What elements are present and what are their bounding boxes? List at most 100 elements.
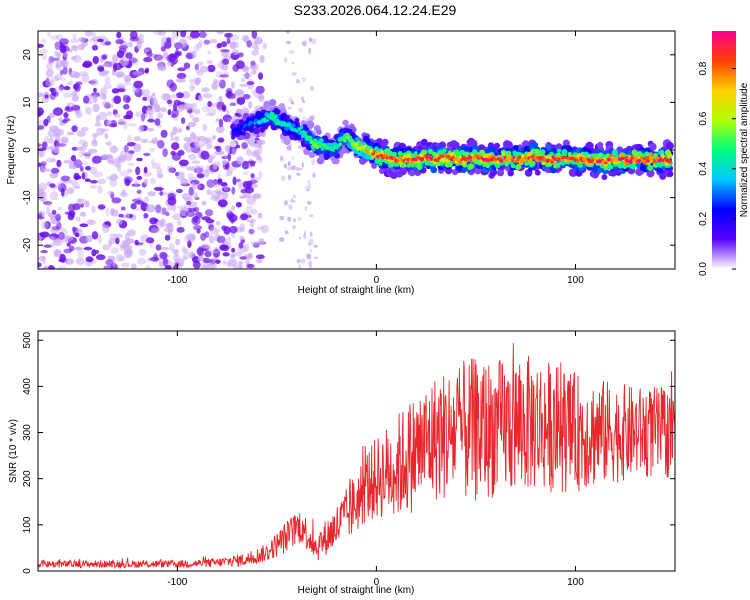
- spectrogram-noise-blob: [183, 251, 190, 260]
- y-tick-label: 0: [22, 568, 33, 574]
- spectrogram-noise-blob: [117, 118, 126, 125]
- spectrogram-noise-blob: [175, 78, 186, 83]
- spectrogram-noise-blob: [40, 250, 48, 254]
- spectrogram-noise-blob: [143, 196, 150, 204]
- spectrogram-noise-blob: [89, 166, 98, 175]
- spectrogram-noise-blob: [216, 42, 222, 49]
- spectrogram-noise-blob: [81, 150, 86, 156]
- spectrogram-noise-blob: [47, 265, 55, 269]
- spectrogram-ridge-cell: [229, 140, 237, 148]
- spectrogram-noise-blob: [222, 260, 227, 265]
- spectrogram-noise-blob: [85, 256, 94, 263]
- spectrogram-noise-blob: [251, 89, 256, 94]
- spectrogram-noise-blob: [54, 50, 58, 57]
- spectrogram-noise-blob: [124, 152, 133, 162]
- spectrogram-ridge-cell: [379, 150, 385, 155]
- spectrogram-noise-blob: [229, 225, 238, 234]
- spectrogram-noise-blob: [126, 238, 135, 244]
- spectrogram-noise-blob: [50, 35, 60, 41]
- spectrogram-noise-blob: [312, 172, 316, 178]
- spectrogram-noise-blob: [84, 31, 93, 37]
- spectrogram-noise-blob: [188, 251, 195, 259]
- spectrogram-ridge-cell: [619, 153, 624, 158]
- spectrogram-noise-blob: [126, 229, 136, 237]
- spectrogram-noise-blob: [78, 149, 84, 158]
- spectrogram-noise-blob: [75, 257, 85, 265]
- spectrogram-noise-blob: [104, 41, 112, 46]
- spectrogram-noise-blob: [308, 37, 313, 43]
- spectrogram-ridge-cell: [462, 145, 469, 153]
- spectrogram-ridge-cell: [349, 138, 354, 143]
- spectrogram-noise-blob: [136, 175, 143, 180]
- spectrogram-ridge-cell: [524, 156, 529, 160]
- spectrogram-noise-blob: [189, 31, 200, 39]
- spectrogram-noise-blob: [131, 263, 137, 269]
- y-tick-label: 100: [22, 516, 33, 533]
- spectrogram-noise-blob: [146, 51, 153, 58]
- figure-title: S233.2026.064.12.24.E29: [294, 2, 457, 18]
- spectrogram-noise-blob: [119, 170, 130, 177]
- spectrogram-noise-blob: [257, 212, 263, 219]
- spectrogram-noise-blob: [260, 224, 269, 234]
- spectrogram-noise-blob: [127, 168, 133, 173]
- spectrogram-noise-blob: [241, 35, 250, 42]
- spectrogram-ridge-cell: [405, 153, 411, 159]
- spectrogram-noise-blob: [97, 204, 106, 210]
- spectrogram-noise-blob: [154, 105, 162, 113]
- spectrogram-noise-blob: [131, 183, 141, 187]
- y-tick-label: 300: [22, 424, 33, 441]
- spectrogram-noise-blob: [201, 200, 207, 206]
- spectrogram-noise-blob: [105, 141, 113, 147]
- spectrogram-noise-blob: [226, 109, 230, 115]
- spectrogram-noise-blob: [70, 56, 77, 61]
- spectrogram-noise-blob: [161, 36, 169, 43]
- spectrogram-ridge-cell: [389, 170, 399, 180]
- spectrogram-noise-blob: [229, 253, 236, 259]
- spectrogram-ridge-cell: [451, 155, 456, 159]
- spectrogram-ridge-cell: [295, 129, 299, 133]
- spectrogram-ridge-cell: [566, 157, 570, 161]
- spectrogram-ridge-cell: [275, 109, 281, 115]
- spectrogram-noise-blob: [58, 138, 66, 143]
- spectrogram-marks: [38, 31, 674, 269]
- spectrogram-noise-blob: [170, 249, 180, 254]
- spectrogram-noise-blob: [85, 151, 92, 156]
- spectrogram-ridge-cell: [263, 117, 267, 121]
- spectrogram-ridge-cell: [268, 99, 277, 107]
- spectrogram-noise-blob: [130, 203, 137, 210]
- spectrogram-ridge-cell: [441, 158, 447, 164]
- spectrogram-noise-blob: [167, 228, 173, 236]
- spectrogram-noise-blob: [221, 104, 227, 112]
- spectrogram-noise-blob: [234, 251, 243, 257]
- spectrogram-noise-blob: [202, 93, 213, 99]
- spectrogram-ridge-cell: [540, 149, 546, 155]
- spectrogram-ridge-cell: [342, 119, 349, 126]
- spectrogram-noise-blob: [104, 76, 111, 84]
- spectrogram-noise-blob: [207, 101, 213, 108]
- spectrogram-noise-blob: [97, 234, 102, 244]
- spectrogram-ridge-cell: [442, 153, 446, 157]
- spectrogram-noise-blob: [149, 217, 158, 225]
- spectrogram-noise-blob: [202, 124, 208, 132]
- spectrogram-noise-blob: [173, 41, 184, 49]
- spectrogram-noise-blob: [219, 74, 229, 78]
- spectrogram-noise-blob: [168, 167, 177, 173]
- spectrogram-noise-blob: [113, 62, 118, 72]
- spectrogram-noise-blob: [56, 159, 62, 168]
- spectrogram-noise-blob: [103, 83, 112, 90]
- spectrogram-ridge-cell: [249, 120, 253, 125]
- spectrogram-noise-blob: [191, 165, 202, 174]
- spectrogram-noise-blob: [49, 191, 59, 201]
- spectrogram-noise-blob: [198, 40, 203, 46]
- spectrogram-noise-blob: [50, 57, 60, 61]
- spectrogram-noise-blob: [238, 261, 243, 269]
- spectrogram-noise-blob: [115, 237, 120, 245]
- spectrogram-noise-blob: [210, 102, 218, 108]
- spectrogram-noise-blob: [177, 128, 182, 133]
- spectrogram-noise-blob: [246, 149, 253, 157]
- spectrogram-noise-blob: [296, 258, 301, 264]
- spectrogram-noise-blob: [92, 96, 97, 102]
- spectrogram-noise-blob: [51, 76, 60, 82]
- spectrogram-noise-blob: [116, 50, 124, 59]
- spectrogram-noise-blob: [251, 208, 258, 215]
